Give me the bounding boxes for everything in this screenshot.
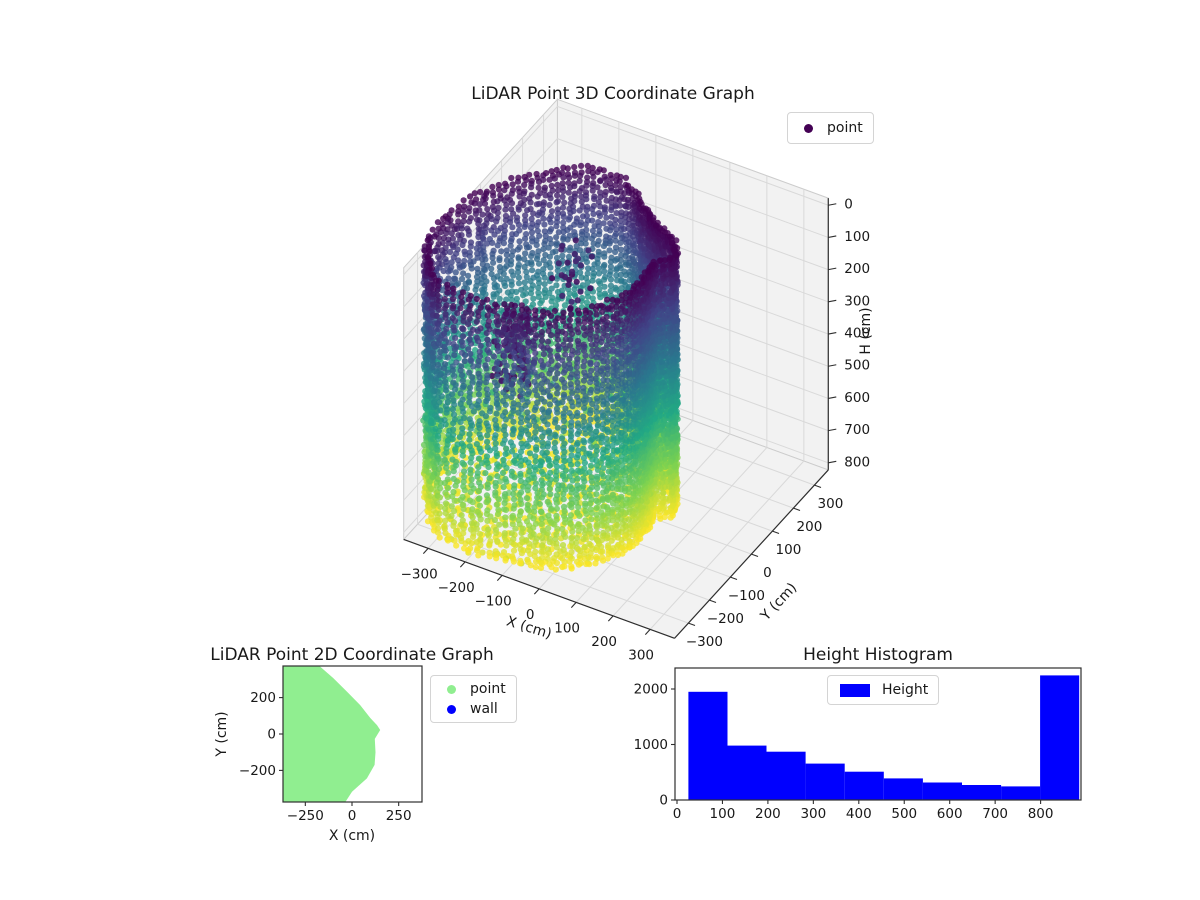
- x-tick-label: 300: [800, 806, 826, 822]
- y-tick-label: 300: [818, 496, 844, 512]
- x-tick-label: 600: [937, 806, 963, 822]
- x-tick-label: 0: [673, 806, 682, 822]
- tick-marks-3d: [422, 203, 837, 636]
- y-tick-label: 2000: [634, 682, 668, 698]
- legend-label: wall: [470, 701, 498, 717]
- legend-item-point: point: [798, 118, 863, 138]
- x-tick-label: −250: [287, 808, 324, 824]
- h-tick-label: 500: [844, 358, 870, 374]
- hist-bar: [962, 785, 1002, 800]
- x-tick-label: 500: [891, 806, 917, 822]
- legend-item-height: Height: [838, 681, 928, 699]
- h-tick-label: 100: [844, 229, 870, 245]
- y-tick-label: 0: [763, 565, 772, 581]
- hist-bar: [922, 782, 962, 800]
- plot2d-y-axis-label: Y (cm): [214, 711, 230, 757]
- y-tick-label: 1000: [634, 737, 668, 753]
- plot3d-h-axis-label: H (cm): [858, 307, 874, 355]
- plot2d-axes: −250 0 250 200 0 −200: [239, 665, 423, 824]
- x-tick-label: 250: [386, 808, 412, 824]
- hist-title: Height Histogram: [803, 645, 953, 665]
- plot2d-x-axis-label: X (cm): [328, 828, 376, 844]
- x-tick-label: 800: [1028, 806, 1054, 822]
- tick-labels-3d: −300−200−10001002003003002001000−100−200…: [401, 197, 870, 664]
- h-tick-label: 400: [844, 326, 870, 342]
- h-tick-label: 600: [844, 390, 870, 406]
- hist-bar: [844, 771, 884, 800]
- y-tick-label: −200: [707, 611, 744, 627]
- hist-legend[interactable]: Height: [827, 675, 940, 705]
- h-tick-label: 200: [844, 261, 870, 277]
- x-tick-label: 0: [526, 607, 535, 623]
- x-tick-label: −200: [438, 580, 475, 596]
- x-tick-label: 100: [554, 620, 580, 636]
- x-tick-label: 200: [755, 806, 781, 822]
- y-tick-label: 200: [797, 519, 823, 535]
- y-tick-label: −200: [239, 763, 276, 779]
- hist-bar: [1001, 786, 1041, 800]
- legend-label: Height: [882, 682, 929, 698]
- y-tick-label: −300: [686, 634, 723, 650]
- y-tick-label: 0: [659, 793, 668, 809]
- h-tick-label: 0: [844, 197, 853, 213]
- x-tick-label: −100: [475, 593, 512, 609]
- h-tick-label: 700: [844, 422, 870, 438]
- y-tick-label: 0: [267, 727, 276, 743]
- hist-bar: [766, 751, 806, 800]
- plot3d-legend[interactable]: point: [787, 112, 874, 144]
- legend-label: point: [470, 681, 506, 697]
- hist-axes: 0 100 200 300 400 500 600 700 800 0 1000 2000: [634, 667, 1082, 823]
- x-tick-label: 0: [348, 808, 357, 824]
- hist-bars: [688, 675, 1080, 800]
- scan-region: [283, 666, 381, 802]
- x-tick-label: 100: [710, 806, 736, 822]
- x-tick-label: 700: [982, 806, 1008, 822]
- wall-points-front: [420, 236, 682, 573]
- plot3d-axes: −300−200−10001002003003002001000−100−200…: [401, 98, 870, 664]
- hist-bar: [883, 778, 923, 800]
- y-tick-label: 100: [776, 542, 802, 558]
- hist-bar: [1040, 675, 1080, 800]
- x-tick-label: 300: [628, 647, 654, 663]
- x-tick-label: −300: [401, 566, 438, 582]
- hist-bar: [727, 745, 767, 800]
- ticks-hist: 0 100 200 300 400 500 600 700 800 0 1000 2000: [634, 682, 1054, 823]
- y-tick-label: −100: [728, 588, 765, 604]
- y-tick-label: 200: [250, 690, 276, 706]
- point-marker-icon: [804, 123, 813, 133]
- x-tick-label: 200: [591, 634, 617, 650]
- hist-bar: [805, 763, 845, 800]
- legend-item-wall: wall: [441, 699, 506, 719]
- wall-marker-icon: [447, 704, 456, 714]
- legend-item-point: point: [441, 679, 506, 699]
- legend-label: point: [827, 120, 863, 136]
- h-tick-label: 300: [844, 293, 870, 309]
- height-swatch-icon: [840, 683, 870, 697]
- plot3d-title: LiDAR Point 3D Coordinate Graph: [471, 84, 755, 104]
- hist-bar: [688, 691, 728, 800]
- h-tick-label: 800: [844, 454, 870, 470]
- ticks-2d: −250 0 250 200 0 −200: [239, 690, 412, 824]
- plot2d-title: LiDAR Point 2D Coordinate Graph: [210, 645, 494, 665]
- plot2d-legend[interactable]: point wall: [430, 675, 517, 723]
- point-marker-icon: [447, 684, 456, 694]
- x-tick-label: 400: [846, 806, 872, 822]
